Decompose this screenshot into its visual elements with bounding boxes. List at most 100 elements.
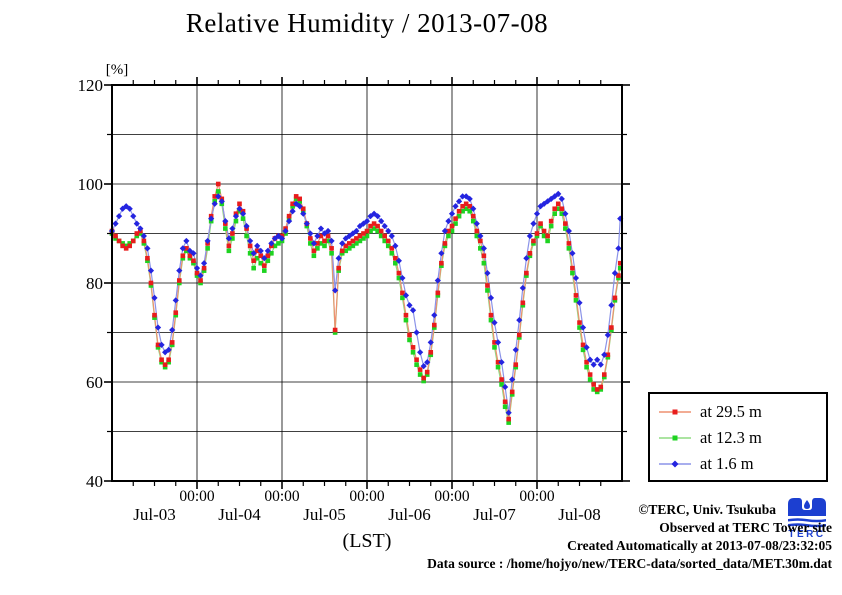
data-point xyxy=(378,228,384,234)
data-point xyxy=(403,317,409,323)
data-point xyxy=(329,246,334,251)
data-point xyxy=(545,238,550,244)
data-point xyxy=(563,226,568,231)
data-point xyxy=(208,215,215,222)
data-point xyxy=(388,232,395,240)
data-point xyxy=(230,236,235,241)
data-point xyxy=(173,310,179,315)
data-point xyxy=(145,258,150,264)
data-point xyxy=(247,243,253,249)
data-point xyxy=(119,205,126,212)
data-point xyxy=(531,238,536,244)
data-point xyxy=(608,302,615,309)
data-point xyxy=(534,233,540,239)
data-point xyxy=(597,361,604,368)
data-point xyxy=(601,372,607,377)
data-point xyxy=(407,332,412,338)
data-point xyxy=(147,267,155,274)
data-point xyxy=(308,241,313,246)
data-point xyxy=(237,201,242,207)
data-point xyxy=(127,241,133,246)
data-point xyxy=(324,227,332,235)
data-point xyxy=(140,232,147,240)
data-point xyxy=(410,350,416,355)
data-point xyxy=(499,382,504,387)
data-point xyxy=(417,349,424,356)
data-point xyxy=(297,199,303,204)
data-point xyxy=(293,200,300,207)
data-point xyxy=(268,240,275,247)
x-day-label: Jul-08 xyxy=(558,505,601,524)
data-point xyxy=(141,241,147,246)
data-point xyxy=(524,270,529,276)
x-day-label: Jul-07 xyxy=(473,505,516,524)
data-point xyxy=(328,237,335,245)
data-point xyxy=(615,245,622,252)
data-point xyxy=(538,223,543,229)
data-point xyxy=(527,253,533,259)
data-point xyxy=(289,208,296,215)
data-point xyxy=(414,362,419,367)
data-point xyxy=(251,258,256,264)
data-point xyxy=(555,201,561,207)
x-day-label: Jul-03 xyxy=(133,505,176,524)
data-point xyxy=(133,220,140,227)
data-point xyxy=(448,210,456,217)
data-point xyxy=(350,238,356,244)
data-point xyxy=(152,315,157,320)
data-point xyxy=(612,298,618,303)
data-point xyxy=(258,253,264,259)
data-point xyxy=(198,278,203,283)
data-point xyxy=(453,216,458,221)
data-point xyxy=(520,300,526,306)
logo-emblem xyxy=(788,498,826,516)
x-time-label: 00:00 xyxy=(179,488,215,505)
data-point xyxy=(424,369,430,375)
data-point xyxy=(343,248,349,254)
data-point xyxy=(452,203,459,210)
data-point xyxy=(130,213,137,220)
x-day-label: Jul-06 xyxy=(388,505,431,524)
data-point xyxy=(120,243,125,249)
data-point xyxy=(250,250,257,257)
data-point xyxy=(169,326,176,334)
data-point xyxy=(598,387,604,392)
data-point xyxy=(176,267,183,274)
data-point xyxy=(364,233,370,239)
data-point xyxy=(605,354,611,360)
data-point xyxy=(523,255,530,262)
data-point xyxy=(583,344,590,351)
data-point xyxy=(520,302,526,308)
data-point xyxy=(442,243,448,249)
data-point xyxy=(357,233,363,239)
chart-title: Relative Humidity / 2013-07-08 xyxy=(185,8,549,38)
data-point xyxy=(190,250,197,257)
data-point xyxy=(573,298,579,303)
data-point xyxy=(541,233,547,239)
data-point xyxy=(166,359,171,365)
data-point xyxy=(577,320,582,325)
data-point xyxy=(311,248,317,254)
data-point xyxy=(527,251,533,256)
data-point xyxy=(487,294,495,301)
data-point xyxy=(222,218,229,225)
data-point xyxy=(481,260,487,266)
data-point xyxy=(488,312,494,318)
data-point xyxy=(371,221,377,226)
series-line-at1.6m xyxy=(111,193,621,413)
data-point xyxy=(332,287,339,294)
data-point xyxy=(244,233,249,239)
data-point xyxy=(152,312,157,318)
data-point xyxy=(559,211,565,216)
data-point xyxy=(605,352,611,358)
data-point xyxy=(300,206,306,212)
legend-label: at 29.5 m xyxy=(700,402,762,421)
data-point xyxy=(385,238,391,244)
data-point xyxy=(198,280,203,286)
data-point xyxy=(449,228,455,234)
y-tick-label: 100 xyxy=(78,175,104,194)
data-point xyxy=(400,295,405,301)
data-point xyxy=(116,238,122,244)
data-point xyxy=(310,240,317,247)
data-point xyxy=(434,277,441,284)
